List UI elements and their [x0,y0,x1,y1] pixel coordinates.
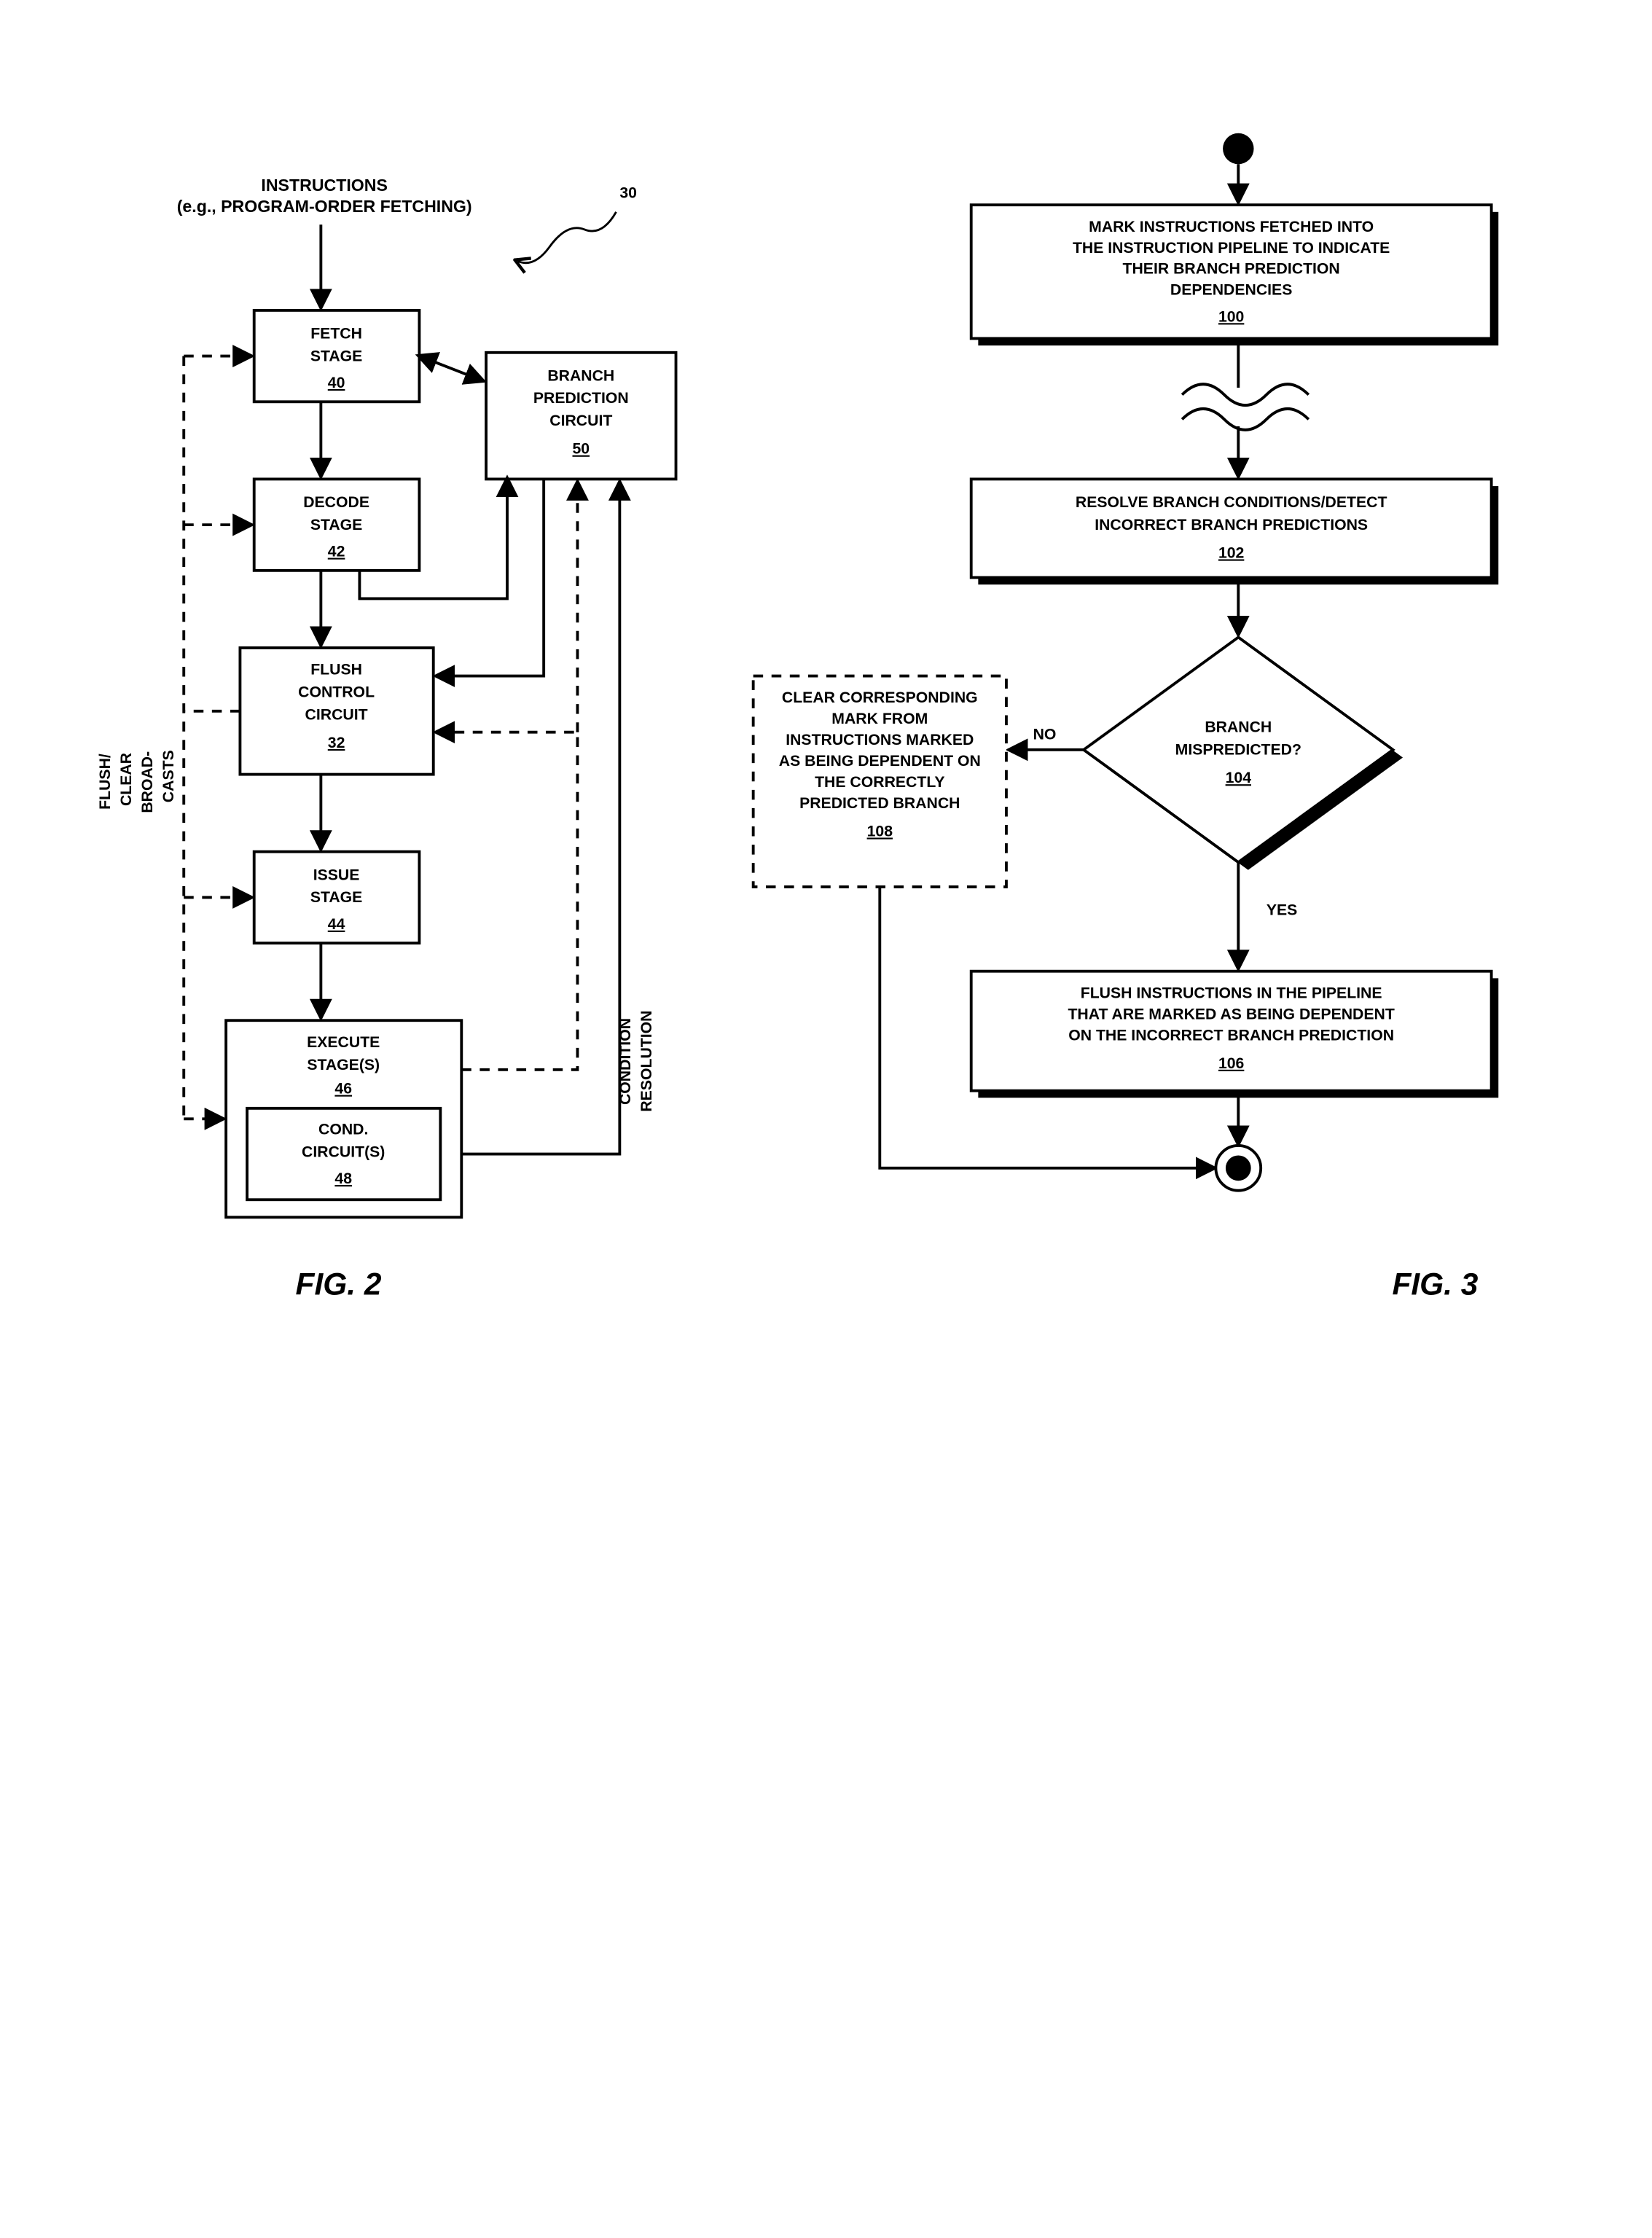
b108-l4: AS BEING DEPENDENT ON [779,753,981,770]
flush-l1: FLUSH [310,662,362,678]
fetch-num: 40 [328,375,345,391]
exec-num: 46 [334,1081,352,1098]
d104-l2: MISPREDICTED? [1175,742,1301,759]
b108-l5: THE CORRECTLY [815,774,944,791]
branch-num: 50 [572,441,590,458]
d104-num: 104 [1226,770,1252,786]
issue-l2: STAGE [310,889,363,906]
fig2-title: FIG. 2 [296,1267,382,1301]
b106-l2: THAT ARE MARKED AS BEING DEPENDENT [1068,1006,1394,1022]
b100-l1: MARK INSTRUCTIONS FETCHED INTO [1089,219,1374,235]
diagram-canvas: INSTRUCTIONS (e.g., PROGRAM-ORDER FETCHI… [29,29,1623,2188]
decode-l1: DECODE [303,494,369,511]
fig2-group: INSTRUCTIONS (e.g., PROGRAM-ORDER FETCHI… [97,176,676,1302]
issue-l1: ISSUE [313,866,360,883]
no-label: NO [1033,726,1057,743]
flushlabel-2: CLEAR [118,753,135,806]
b106-l1: FLUSH INSTRUCTIONS IN THE PIPELINE [1081,985,1382,1001]
b108-l2: MARK FROM [831,711,928,727]
exec-l2: STAGE(S) [307,1057,380,1073]
b106-l3: ON THE INCORRECT BRANCH PREDICTION [1068,1027,1394,1044]
b100-num: 100 [1218,308,1244,325]
flush-num: 32 [328,735,345,751]
branch-l2: PREDICTION [533,390,629,407]
exec-l1: EXECUTE [307,1034,380,1051]
flush-l2: CONTROL [298,684,375,700]
box-106: FLUSH INSTRUCTIONS IN THE PIPELINE THAT … [971,971,1499,1098]
box-102: RESOLVE BRANCH CONDITIONS/DETECT INCORRE… [971,479,1499,584]
condres-1: CONDITION [617,1018,634,1105]
flushlabel-1: FLUSH/ [97,754,114,810]
box-108: CLEAR CORRESPONDING MARK FROM INSTRUCTIO… [753,676,1006,887]
fig3-title: FIG. 3 [1392,1267,1478,1301]
decision-104: BRANCH MISPREDICTED? 104 [1084,637,1403,869]
wave2 [1182,409,1309,430]
issue-num: 44 [328,916,345,933]
cond-l1: COND. [318,1122,368,1138]
fig2-header1: INSTRUCTIONS [261,176,388,195]
b106-num: 106 [1218,1055,1245,1072]
decode-l2: STAGE [310,517,363,533]
branch-l1: BRANCH [547,367,614,384]
branch-l3: CIRCUIT [549,412,612,429]
yes-label: YES [1267,902,1297,919]
b100-l2: THE INSTRUCTION PIPELINE TO INDICATE [1073,240,1390,257]
b102-num: 102 [1218,544,1244,561]
end-dot [1226,1155,1251,1181]
conn-branch-flush [437,479,544,676]
conn-fetch-branch [419,356,482,381]
flushlabel-3: BROAD- [139,751,156,813]
b102-l1: RESOLVE BRANCH CONDITIONS/DETECT [1076,494,1387,511]
start-dot [1223,133,1253,164]
b108-l3: INSTRUCTIONS MARKED [786,732,974,748]
cond-num: 48 [334,1170,352,1187]
fetch-l1: FETCH [310,325,362,342]
conn-cond-to-branch [461,482,619,1154]
flush-l3: CIRCUIT [305,706,368,723]
flushlabel-4: CASTS [160,750,177,802]
box-100: MARK INSTRUCTIONS FETCHED INTO THE INSTR… [971,205,1499,345]
b100-l3: THEIR BRANCH PREDICTION [1123,261,1340,278]
fig2-refnum: 30 [619,185,637,202]
b102-l2: INCORRECT BRANCH PREDICTIONS [1095,517,1368,533]
fig3-group: MARK INSTRUCTIONS FETCHED INTO THE INSTR… [753,133,1499,1302]
d104-l1: BRANCH [1205,719,1272,736]
wave1 [1182,384,1309,405]
decode-num: 42 [328,544,345,560]
b108-num: 108 [867,823,893,840]
fig2-header2: (e.g., PROGRAM-ORDER FETCHING) [177,197,472,216]
b100-l4: DEPENDENCIES [1170,282,1292,299]
condres-2: RESOLUTION [638,1011,655,1112]
cond-l2: CIRCUIT(S) [302,1143,385,1160]
squiggle-arrow [517,212,616,263]
b108-l1: CLEAR CORRESPONDING [782,689,978,706]
fetch-l2: STAGE [310,348,363,364]
b108-l6: PREDICTED BRANCH [799,795,960,812]
